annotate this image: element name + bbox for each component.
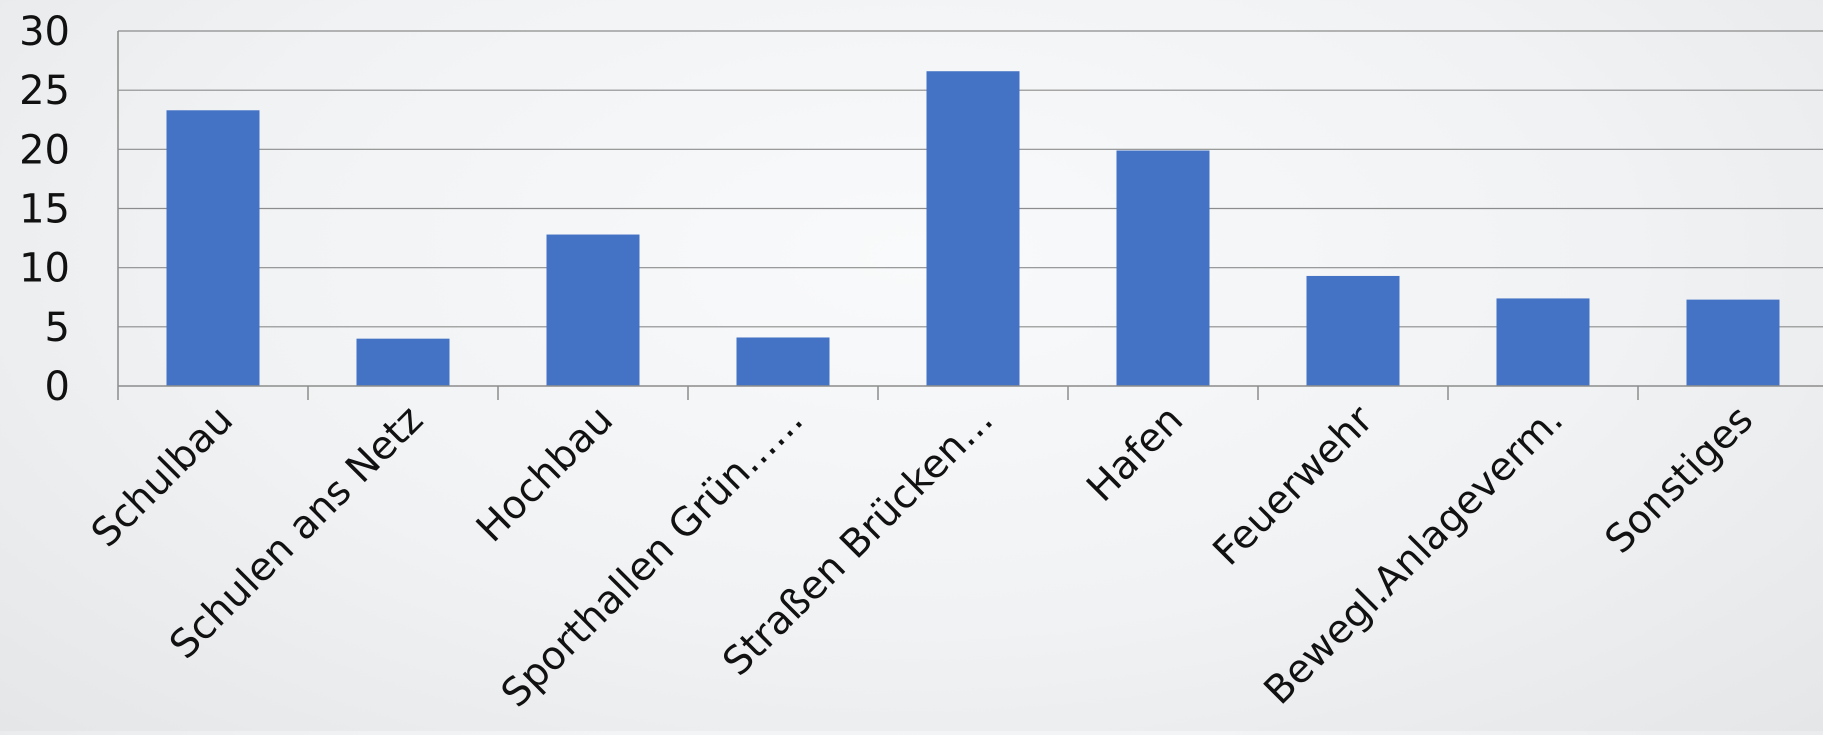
y-tick-label: 0 [45,364,70,410]
bar-6 [1116,150,1210,386]
bar-2 [356,338,450,386]
bar-3 [546,234,640,386]
x-tick-label: Feuerwehr [1205,397,1383,575]
bar-7 [1306,275,1400,386]
x-tick-label: Sporthallen Grün...... [493,397,812,716]
bar-4 [736,337,830,386]
x-tick-label: Schulbau [83,397,242,556]
y-tick-label: 20 [19,127,70,173]
x-tick-label: Hafen [1078,397,1192,511]
axes [117,31,1823,400]
bar-5 [926,71,1020,386]
bar-9 [1686,299,1780,386]
y-tick-label: 15 [19,187,70,233]
y-tick-label: 30 [19,9,70,55]
y-tick-label: 10 [19,246,70,292]
y-tick-labels: 0 5 10 15 20 25 30 [19,9,70,410]
x-tick-label: Sonstiges [1597,397,1762,562]
x-tick-label: Hochbau [468,397,622,551]
y-tick-label: 25 [19,68,70,114]
bar-1 [166,110,260,387]
bars [166,71,1780,387]
bar-8 [1496,298,1590,386]
y-tick-label: 5 [45,305,70,351]
